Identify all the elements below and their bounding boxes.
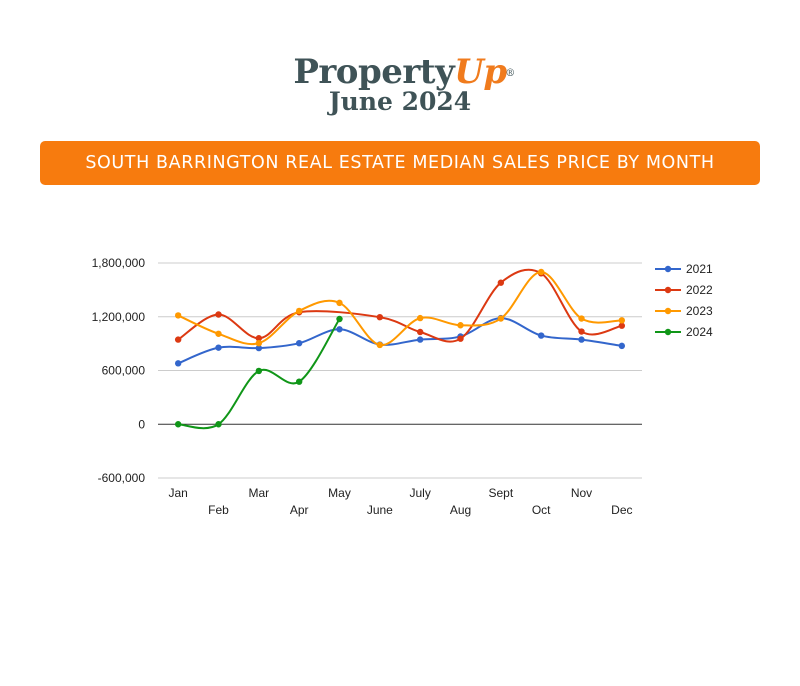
data-point	[174, 421, 182, 428]
legend-swatch-dot	[664, 328, 672, 336]
legend-item: 2023	[655, 304, 713, 318]
x-tick-label: Nov	[571, 486, 592, 500]
data-point	[215, 421, 222, 428]
brand-logo: PropertyUp ® June 2024	[0, 52, 800, 116]
data-point	[618, 317, 626, 324]
y-axis-ticks: 1,800,000 1,200,000 600,000 0 -600,000	[92, 256, 146, 485]
data-point	[295, 307, 303, 315]
data-point	[336, 326, 343, 333]
data-point	[295, 378, 303, 385]
brand-name: PropertyUp ®	[293, 52, 515, 92]
legend-item: 2024	[655, 325, 713, 339]
x-tick-label: June	[367, 503, 393, 517]
data-point	[497, 279, 505, 286]
series-2023	[174, 268, 626, 349]
x-tick-label: July	[409, 486, 430, 500]
data-point	[336, 299, 343, 307]
data-point	[416, 314, 424, 322]
gridlines	[158, 262, 642, 479]
x-tick-label: Aug	[450, 503, 471, 517]
x-tick-label: May	[328, 486, 351, 500]
legend-label: 2021	[686, 262, 713, 276]
legend-swatch-dot	[664, 307, 672, 315]
data-point	[215, 344, 222, 351]
x-tick-label: Mar	[248, 486, 269, 500]
y-tick-label: 600,000	[102, 364, 146, 378]
x-tick-label: Sept	[488, 486, 513, 500]
edition-date: June 2024	[328, 87, 472, 116]
brand-name-main: Property	[293, 52, 455, 92]
series-2022	[174, 268, 626, 343]
data-point	[336, 315, 343, 323]
chart-title-banner: SOUTH BARRINGTON REAL ESTATE MEDIAN SALE…	[40, 141, 760, 185]
data-point	[255, 335, 263, 342]
data-point	[376, 341, 384, 349]
brand-name-accent: Up	[454, 52, 507, 92]
registered-mark: ®	[505, 68, 515, 79]
x-tick-label: Oct	[532, 503, 551, 517]
chart-title: SOUTH BARRINGTON REAL ESTATE MEDIAN SALE…	[85, 153, 715, 173]
data-point	[618, 322, 626, 329]
x-tick-label: Dec	[611, 503, 632, 517]
data-point	[174, 336, 182, 343]
data-point	[174, 312, 182, 319]
data-point	[537, 332, 545, 339]
data-point	[416, 336, 424, 343]
legend-label: 2024	[686, 325, 713, 339]
data-point	[537, 268, 545, 276]
x-axis-ticks: Jan Feb Mar Apr May June July Aug Sept Oct Nov Dec	[168, 486, 632, 517]
data-point	[376, 313, 384, 321]
legend-item: 2021	[655, 262, 713, 276]
series-line	[177, 317, 622, 365]
x-tick-label: Jan	[168, 486, 187, 500]
series-line	[177, 270, 622, 346]
data-point	[457, 322, 464, 329]
y-tick-label: 0	[138, 417, 145, 431]
series-lines	[174, 268, 626, 430]
x-tick-label: Apr	[290, 503, 309, 517]
y-tick-label: 1,800,000	[92, 256, 146, 270]
data-point	[618, 342, 626, 350]
data-point	[174, 360, 182, 367]
data-point	[215, 330, 222, 337]
y-tick-label: -600,000	[98, 471, 146, 485]
data-point	[215, 311, 222, 318]
data-point	[295, 339, 303, 347]
data-point	[255, 367, 263, 375]
data-point	[416, 328, 424, 336]
y-tick-label: 1,200,000	[92, 310, 146, 324]
data-point	[457, 335, 464, 342]
legend-swatch-dot	[664, 286, 672, 294]
legend-label: 2022	[686, 283, 713, 297]
data-point	[255, 339, 263, 347]
series-2024	[174, 315, 343, 430]
x-tick-label: Feb	[208, 503, 229, 517]
legend-swatch-dot	[664, 265, 672, 273]
data-point	[578, 315, 585, 322]
legend-label: 2023	[686, 304, 713, 318]
legend-item: 2022	[655, 283, 713, 297]
data-point	[578, 336, 585, 343]
data-point	[497, 315, 505, 322]
data-point	[578, 328, 585, 335]
series-line	[177, 268, 623, 343]
data-point	[255, 344, 263, 352]
legend: 2021 2022 2023 2024	[655, 262, 713, 339]
